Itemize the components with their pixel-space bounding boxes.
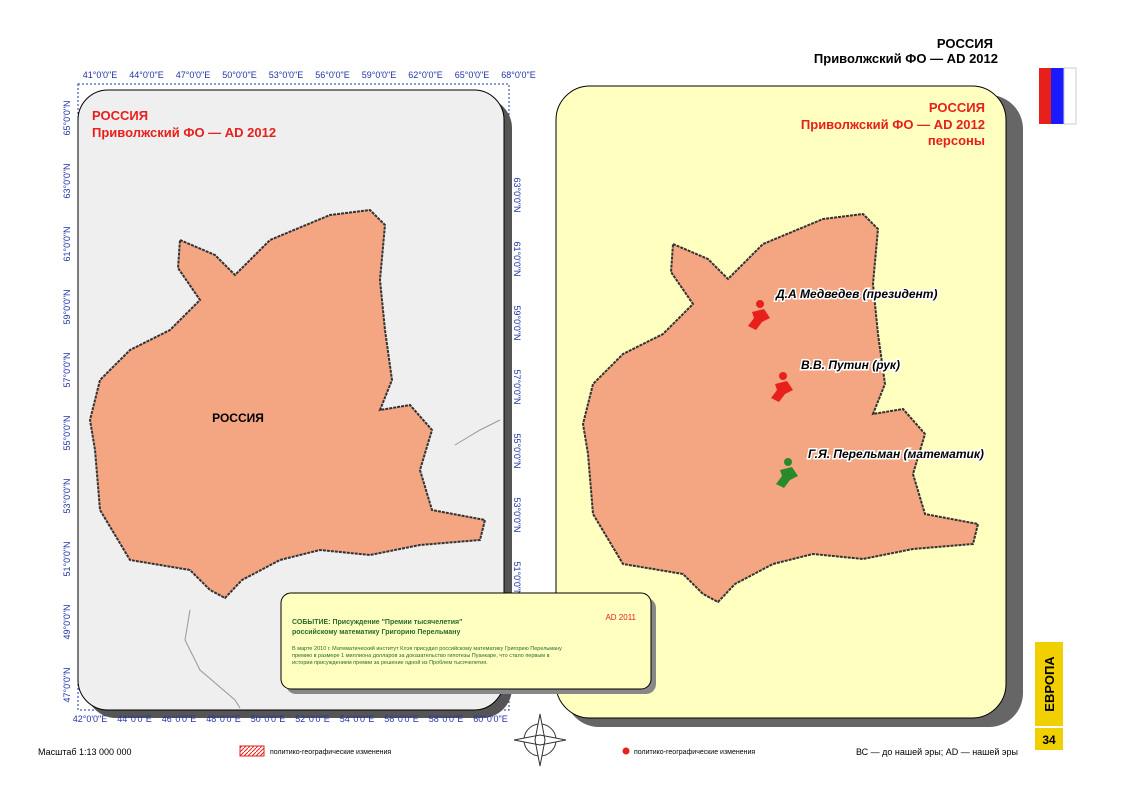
coord-label: 65°0'0"N [62, 100, 72, 135]
header-country: РОССИЯ [937, 36, 993, 51]
person-label: Г.Я. Перельман (математик) [808, 447, 984, 461]
page-tab [1035, 728, 1063, 750]
map-title: РОССИЯ [929, 100, 985, 115]
event-title: российскому математику Григорию Перельма… [292, 628, 460, 636]
coord-label: 57°0'0"N [62, 352, 72, 387]
flag-white [1063, 67, 1077, 125]
event-date: AD 2011 [605, 613, 636, 622]
coord-label: 55°0'0"N [62, 415, 72, 450]
coord-label: 53°0'0"N [62, 478, 72, 513]
continent: ЕВРОПА [1042, 656, 1057, 712]
coord-label: 63°0'0"N [62, 163, 72, 198]
coord-label: 59°0'0"N [62, 289, 72, 324]
coord-label: 49°0'0"N [62, 604, 72, 639]
coord-label: 53°0'0"N [512, 497, 522, 532]
coord-label: 63°0'0"N [512, 177, 522, 212]
coord-label: 61°0'0"N [62, 226, 72, 261]
flag-red [1039, 68, 1051, 124]
era-note: ВС — до нашей эры; AD — нашей эры [856, 747, 1018, 757]
event-title: СОБЫТИЕ: Присуждение "Премии тысячелетия… [292, 619, 462, 626]
legend-label: политико-географические изменения [270, 749, 391, 756]
coord-label: 55°0'0"N [512, 433, 522, 468]
coord-label: 50°0'0"E [251, 714, 286, 724]
coord-label: 56°0'0"E [315, 70, 350, 80]
coord-label: 57°0'0"N [512, 369, 522, 404]
event-body: премию в размере 1 миллиона долларов за … [292, 653, 550, 659]
legend-label: политико-географические изменения [634, 749, 755, 756]
region-label: РОССИЯ [212, 411, 264, 425]
person-icon [776, 458, 798, 488]
coord-label: 52°0'0"E [295, 714, 330, 724]
continent-tab [1035, 642, 1063, 726]
compass [513, 713, 567, 767]
scale: Масштаб 1:13 000 000 [38, 747, 132, 757]
page-number: 34 [1042, 733, 1056, 747]
coord-label: 46°0'0"E [162, 714, 197, 724]
person-label: В.В. Путин (рук) [801, 358, 900, 372]
coord-label: 44°0'0"E [117, 714, 152, 724]
map-title: РОССИЯ [92, 108, 148, 123]
map-caption: персоны [928, 133, 985, 148]
map-subtitle: Приволжский ФО — AD 2012 [801, 117, 985, 132]
coord-label: 61°0'0"N [512, 241, 522, 276]
event-body: истории присуждением премии за решение о… [292, 659, 488, 666]
coord-label: 59°0'0"N [512, 305, 522, 340]
coord-label: 51°0'0"N [62, 541, 72, 576]
coord-label: 47°0'0"N [62, 667, 72, 702]
event-box [280, 592, 652, 690]
legend-dot [622, 747, 630, 755]
flag-blue [1051, 68, 1064, 124]
person-label: Д.А Медведев (президент) [775, 287, 937, 301]
event-body: В марте 2010 г. Математический институт … [292, 645, 562, 652]
coord-label: 59°0'0"E [362, 70, 397, 80]
coord-label: 50°0'0"E [222, 70, 257, 80]
coord-label: 51°0'0"N [512, 561, 522, 596]
person-icon [748, 300, 770, 330]
graticule-labels: 41°0'0"E 44°0'0"E 47°0'0"E 50°0'0"E 53°0'0"E… [62, 70, 536, 724]
legend-swatch [239, 745, 265, 757]
coord-label: 44°0'0"E [129, 70, 164, 80]
person-icon [771, 372, 793, 402]
map-subtitle: Приволжский ФО — AD 2012 [92, 125, 276, 140]
coord-label: 56°0'0"E [384, 714, 419, 724]
coord-label: 58°0'0"E [429, 714, 464, 724]
coord-label: 42°0'0"E [73, 714, 108, 724]
coord-label: 48°0'0"E [206, 714, 241, 724]
coord-label: 62°0'0"E [408, 70, 443, 80]
header-region: Приволжский ФО — AD 2012 [814, 51, 998, 66]
coord-label: 47°0'0"E [176, 70, 211, 80]
coord-label: 60°0'0"E [473, 714, 508, 724]
coord-label: 68°0'0"E [501, 70, 536, 80]
border-line [184, 419, 501, 709]
coord-label: 54°0'0"E [340, 714, 375, 724]
coord-label: 65°0'0"E [455, 70, 490, 80]
coord-label: 53°0'0"E [269, 70, 304, 80]
coord-label: 41°0'0"E [83, 70, 118, 80]
